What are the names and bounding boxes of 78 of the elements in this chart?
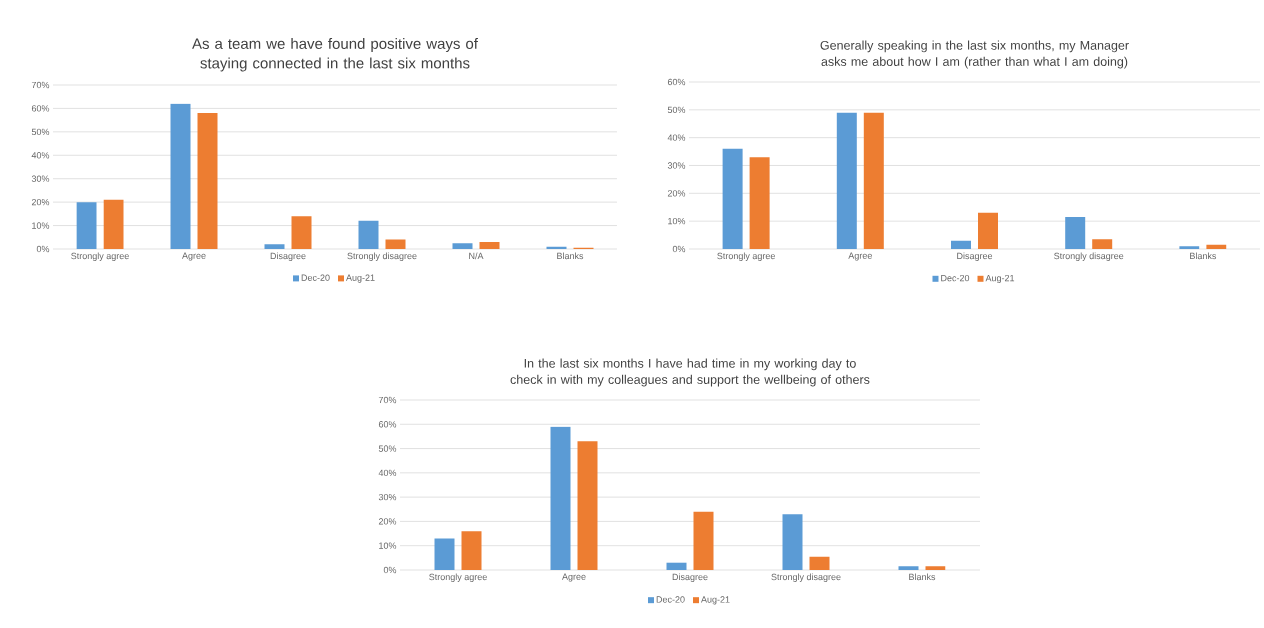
bar [264, 244, 285, 249]
y-tick-label: 10% [32, 222, 50, 229]
legend-label: Dec-20 [656, 596, 685, 603]
x-tick-label: Agree [562, 573, 586, 582]
y-tick-label: 0% [672, 245, 686, 253]
y-tick-label: 70% [378, 396, 397, 404]
legend-label: Aug-21 [701, 596, 730, 605]
bar [1206, 244, 1227, 249]
bar [452, 243, 473, 249]
x-tick-label: Blanks [557, 252, 584, 260]
y-tick-label: 20% [378, 518, 397, 525]
y-tick-label: 20% [31, 198, 50, 206]
x-tick-label: N/A [469, 252, 484, 260]
y-tick-label: 0% [36, 245, 50, 253]
bar [978, 212, 998, 249]
chart-title: In the last six months I have had time in my working day to check in with my colleagues and support the wellbeing of others [510, 358, 870, 387]
bar [170, 103, 191, 249]
bar [749, 157, 770, 249]
legend-label: Dec-20 [301, 274, 330, 281]
y-tick-label: 20% [667, 190, 686, 197]
bar [722, 148, 743, 249]
x-tick-label: Strongly disagree [347, 252, 417, 261]
y-tick-label: 50% [31, 128, 50, 136]
y-tick-label: 50% [378, 445, 397, 452]
bar [358, 220, 379, 249]
bar [479, 241, 500, 249]
x-tick-label: Blanks [909, 573, 936, 581]
legend-label: Dec-20 [941, 274, 970, 282]
chart-title: Generally speaking in the last six months, my Manager asks me about how I am (rather than what I am doing) [820, 40, 1129, 69]
bar [925, 566, 946, 570]
y-tick-label: 30% [667, 162, 686, 169]
bar [1092, 239, 1113, 249]
bar [434, 538, 455, 570]
x-tick-label: Strongly agree [429, 573, 487, 582]
bar [809, 556, 830, 570]
x-tick-label: Blanks [1190, 252, 1217, 260]
bar [385, 239, 406, 249]
y-tick-label: 30% [378, 493, 397, 501]
x-tick-label: Strongly disagree [771, 573, 841, 582]
bar [1065, 216, 1086, 249]
y-tick-label: 40% [667, 134, 686, 141]
bar [782, 514, 803, 570]
legend-label: Aug-21 [985, 274, 1015, 284]
bar [898, 566, 919, 570]
bar [577, 441, 598, 570]
bar [197, 113, 218, 249]
x-tick-label: Agree [182, 252, 206, 261]
y-tick-label: 60% [667, 78, 686, 86]
chart-title: As a team we have found positive ways of staying connected in the last six months [192, 37, 478, 72]
y-tick-label: 60% [378, 421, 397, 428]
x-tick-label: Disagree [672, 573, 708, 582]
y-tick-label: 70% [31, 81, 50, 89]
bar [550, 426, 571, 570]
y-tick-label: 40% [378, 469, 397, 477]
bar [863, 112, 884, 249]
bar [693, 511, 714, 570]
y-tick-label: 0% [383, 566, 397, 574]
x-tick-label: Strongly agree [71, 252, 129, 261]
legend-label: Aug-21 [346, 274, 375, 283]
bar [291, 216, 312, 249]
bar [951, 240, 971, 249]
y-tick-label: 10% [379, 542, 397, 549]
x-tick-label: Disagree [270, 252, 306, 261]
x-tick-label: Strongly disagree [1054, 252, 1124, 261]
x-tick-label: Disagree [957, 252, 993, 261]
bar [76, 202, 97, 249]
bar [1179, 246, 1200, 249]
bar [666, 562, 687, 570]
x-tick-label: Strongly agree [717, 252, 775, 261]
bar [103, 199, 124, 249]
y-tick-label: 50% [667, 106, 686, 114]
y-tick-label: 10% [668, 217, 686, 225]
bar [461, 531, 482, 570]
bar [836, 112, 857, 249]
y-tick-label: 30% [31, 175, 50, 182]
x-tick-label: Agree [848, 252, 872, 261]
y-tick-label: 40% [31, 152, 50, 159]
y-tick-label: 60% [31, 105, 50, 112]
